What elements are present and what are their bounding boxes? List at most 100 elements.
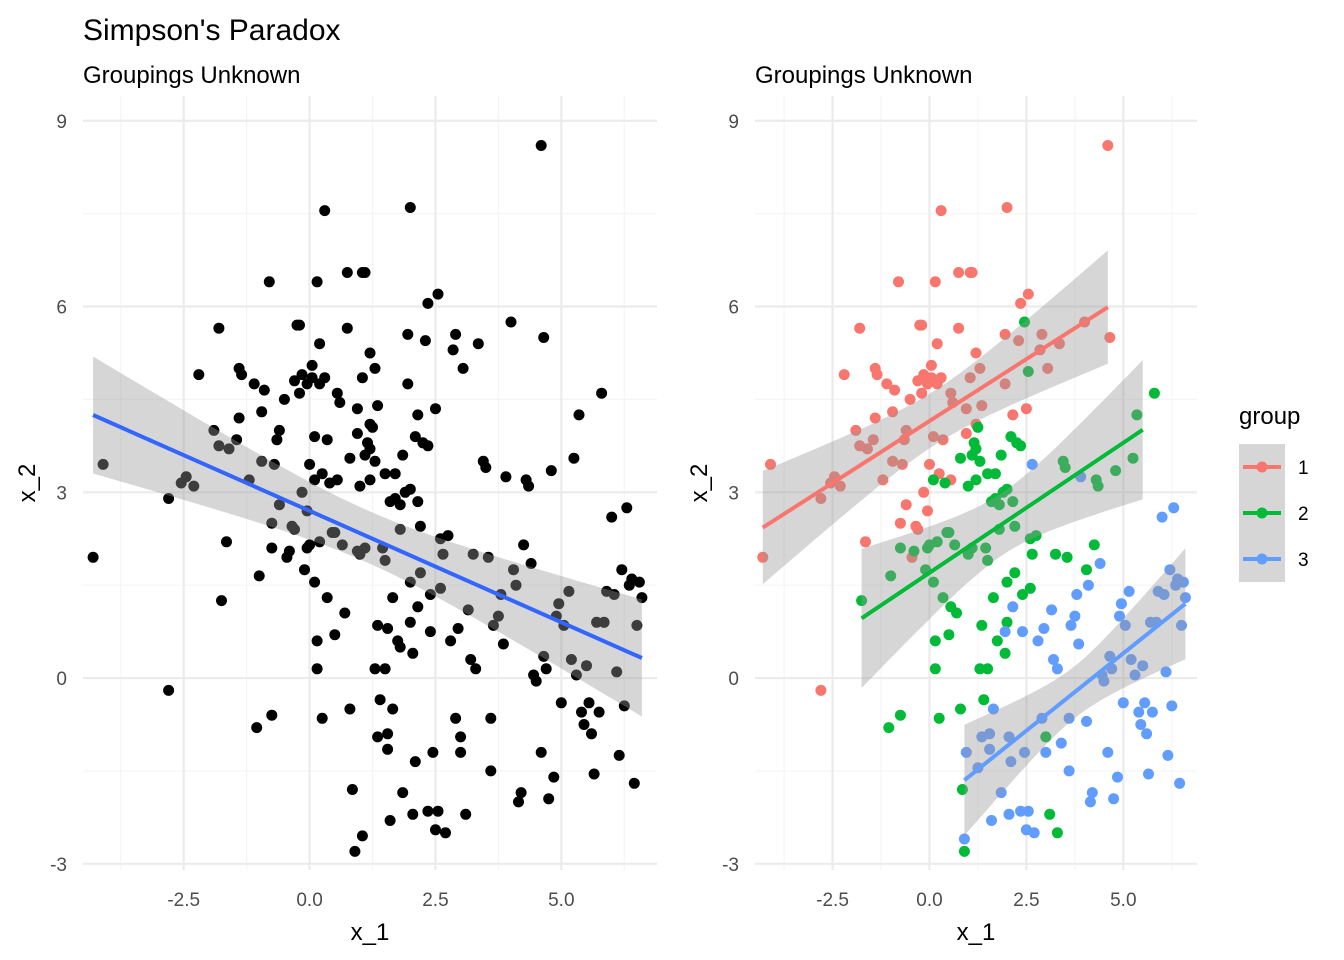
data-point [412,496,424,508]
data-point [1110,465,1122,477]
data-point [999,328,1011,340]
data-point [1040,731,1052,743]
data-point [1015,805,1027,817]
data-point [871,369,883,381]
data-point [492,610,504,622]
data-point [407,647,419,659]
data-point [404,576,416,588]
data-point [430,824,441,836]
data-point [881,378,893,390]
data-point [321,434,333,446]
points [87,140,648,857]
data-point [1125,654,1137,665]
data-point [278,393,290,405]
y-tick-label: -3 [722,855,739,876]
data-point [208,424,220,436]
data-point [344,452,356,464]
figure-title: Simpson's Paradox [83,14,341,47]
data-point [1135,719,1147,730]
data-point [1115,598,1127,610]
data-point [1129,669,1141,681]
data-point [442,530,454,542]
data-point [943,527,955,538]
data-point [231,434,243,446]
data-point [487,619,499,631]
data-point [309,576,321,588]
legend-label: 2 [1298,504,1309,525]
data-point [407,808,419,820]
data-point [960,746,972,758]
x-tick-label: 5.0 [1110,890,1136,911]
data-point [460,808,472,820]
data-point [1168,502,1180,514]
data-point [883,722,895,734]
data-point [1061,551,1073,563]
data-point [1015,297,1027,309]
data-point [538,650,550,662]
data-point [1063,712,1075,724]
data-point [1026,458,1038,470]
data-point [894,542,906,554]
data-point [163,493,175,504]
panel-subtitle: Groupings Unknown [83,62,300,89]
data-point [1143,768,1154,780]
data-point [555,697,567,709]
data-point [593,706,605,718]
data-point [1102,140,1114,151]
data-point [404,483,416,495]
data-point [397,449,409,461]
data-point [995,787,1007,799]
data-point [256,406,268,418]
data-point [939,477,951,489]
data-point [987,703,999,715]
data-point [927,576,939,588]
data-point [339,607,351,619]
data-point [970,443,982,455]
data-point [1007,601,1019,613]
data-point [304,539,316,551]
data-point [87,551,99,563]
data-point [976,400,988,412]
data-point [618,700,630,712]
data-point [1131,409,1143,421]
data-point [570,669,582,681]
data-point [1166,700,1178,712]
data-point [933,712,945,724]
data-point [271,434,283,446]
data-point [364,347,376,359]
data-point [606,511,618,523]
data-point [364,474,376,486]
data-point [369,663,381,675]
data-point [193,369,205,381]
data-point [465,654,477,665]
data-point [1133,706,1145,718]
x-tick-label: 0.0 [916,890,942,911]
data-point [319,205,331,217]
data-point [931,536,943,548]
data-point [1048,654,1059,665]
data-point [427,746,439,758]
data-point [1013,335,1025,347]
data-point [296,369,308,381]
data-point [344,703,356,715]
panel-right: Groupings Unknown -2.5 0.0 2.5 5.0 -3 0 3 6 9 x_1 x… [686,62,1197,946]
data-point [1112,771,1123,783]
data-point [404,616,416,628]
data-point [885,570,897,582]
data-point [945,601,957,613]
data-point [1009,520,1021,532]
data-point [294,319,305,331]
data-point [258,384,270,396]
data-point [966,267,978,278]
data-point [387,703,399,715]
data-point [982,554,994,566]
data-point [435,582,446,594]
data-point [351,428,363,439]
data-point [1038,623,1050,634]
data-point [447,344,459,356]
data-point [351,403,363,415]
data-point [1084,796,1096,808]
data-point [309,431,321,443]
data-point [850,424,862,436]
data-point [916,387,928,399]
